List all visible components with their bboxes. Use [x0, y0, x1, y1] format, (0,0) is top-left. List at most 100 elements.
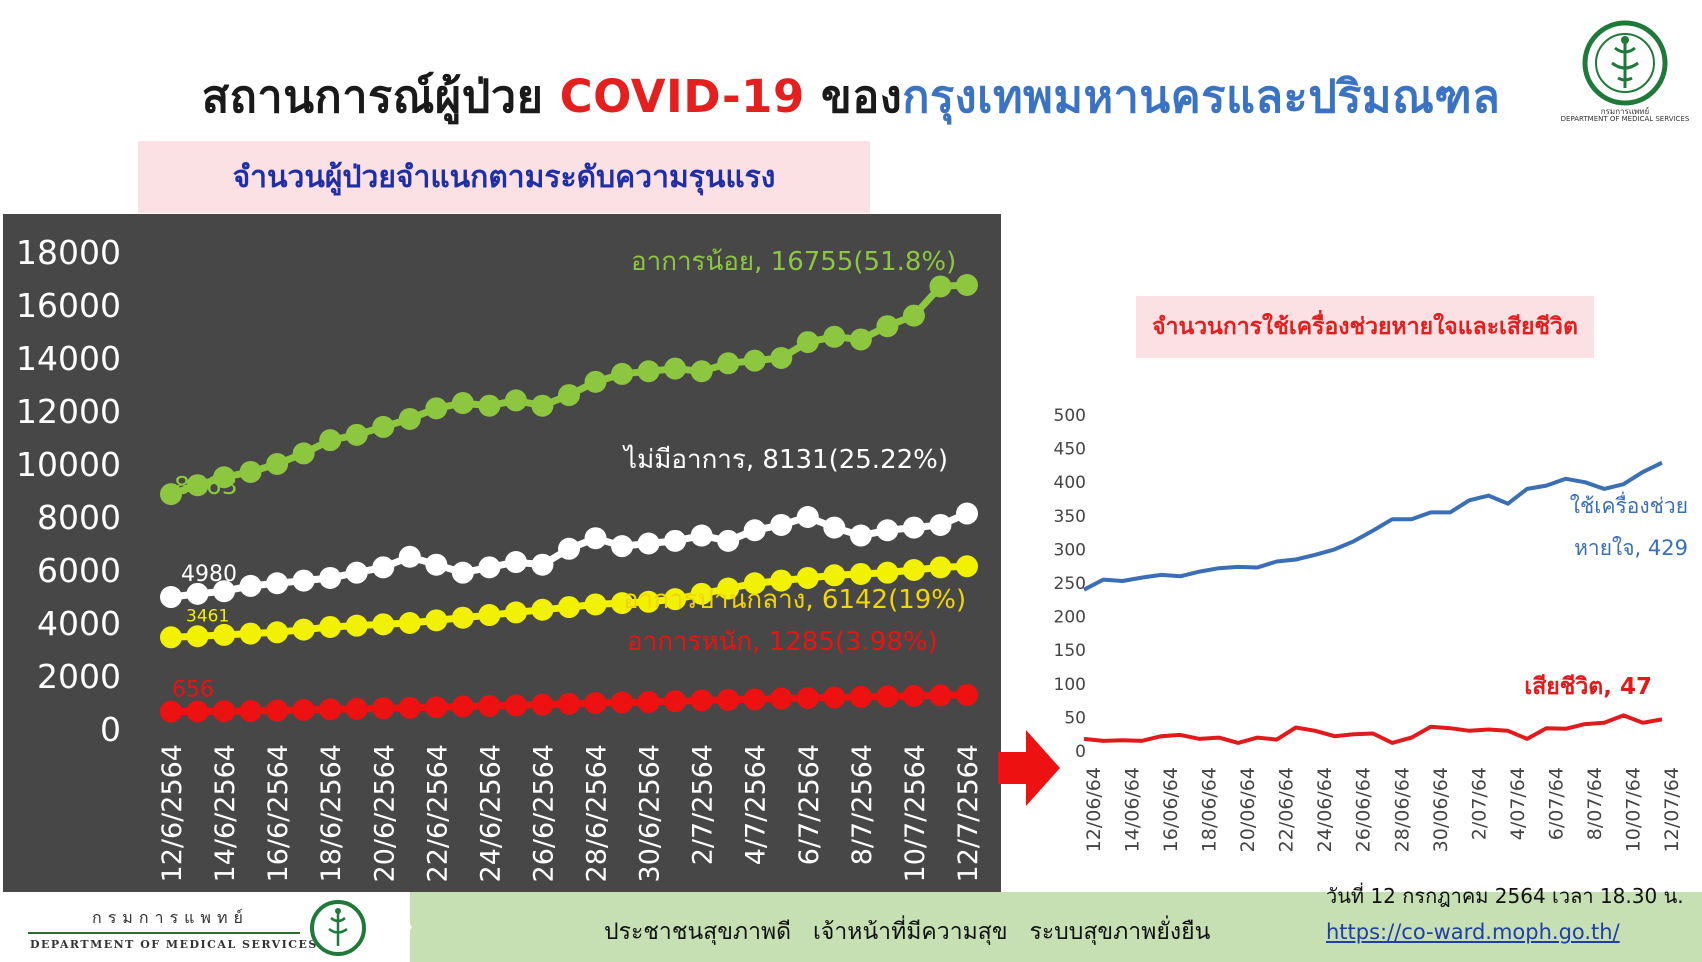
data-point-mild — [372, 415, 395, 438]
data-point-moderate — [929, 556, 952, 579]
footer-bar: กรมการแพทย์ DEPARTMENT OF MEDICAL SERVIC… — [0, 892, 1702, 962]
ministry-seal-icon — [1582, 20, 1668, 106]
data-point-mild — [213, 466, 236, 489]
y-tick-label: 0 — [100, 710, 121, 749]
data-point-severe — [584, 692, 607, 715]
data-point-severe — [664, 690, 687, 713]
data-point-severe — [876, 685, 899, 708]
y-tick-label: 300 — [1054, 540, 1086, 560]
data-point-asymptomatic — [743, 519, 766, 542]
y-tick-label: 150 — [1054, 641, 1086, 661]
data-point-asymptomatic — [478, 556, 501, 579]
data-point-moderate — [239, 622, 262, 645]
data-point-mild — [690, 360, 713, 383]
data-point-moderate — [213, 623, 236, 646]
x-tick-label: 12/06/64 — [1083, 767, 1105, 852]
data-point-asymptomatic — [956, 502, 978, 525]
data-point-severe — [425, 696, 448, 719]
data-point-moderate — [558, 596, 580, 619]
series-label-severe: อาการหนัก, 1285(3.98%) — [627, 627, 938, 657]
data-point-mild — [849, 328, 872, 351]
y-tick-label: 4000 — [37, 604, 121, 643]
data-point-severe — [478, 694, 501, 717]
data-point-mild — [743, 349, 766, 372]
data-point-moderate — [186, 625, 209, 648]
data-point-moderate — [266, 621, 289, 644]
data-point-moderate — [690, 582, 713, 605]
data-point-mild — [929, 275, 952, 298]
data-point-moderate — [902, 559, 925, 581]
x-tick-label: 18/6/2564 — [316, 744, 347, 882]
data-point-moderate — [743, 572, 766, 595]
data-point-moderate — [584, 593, 607, 616]
data-point-moderate — [611, 592, 634, 615]
data-point-moderate — [849, 562, 872, 585]
x-tick-label: 8/7/2564 — [847, 744, 878, 865]
data-point-moderate — [292, 618, 315, 641]
data-point-asymptomatic — [770, 513, 793, 536]
data-point-asymptomatic — [186, 582, 209, 605]
data-point-moderate — [478, 604, 501, 627]
data-point-severe — [398, 696, 421, 719]
data-point-mild — [451, 392, 474, 415]
data-point-asymptomatic — [849, 524, 872, 547]
data-point-severe — [796, 686, 819, 709]
data-point-asymptomatic — [796, 506, 819, 528]
x-tick-label: 30/06/64 — [1430, 767, 1452, 852]
y-tick-label: 50 — [1064, 708, 1086, 728]
footer-department-panel: กรมการแพทย์ DEPARTMENT OF MEDICAL SERVIC… — [0, 892, 410, 962]
series-label-ventilator-line1: ใช้เครื่องช่วย — [1570, 491, 1688, 518]
y-tick-label: 14000 — [16, 339, 121, 378]
x-tick-label: 22/06/64 — [1276, 767, 1298, 852]
series-label-moderate: อาการปานกลาง, 6142(19%) — [623, 585, 966, 615]
data-point-moderate — [664, 588, 687, 611]
data-point-moderate — [770, 569, 793, 592]
data-point-moderate — [425, 609, 448, 632]
arrow-right-icon — [998, 730, 1060, 806]
data-point-moderate — [823, 564, 846, 587]
title-part-3: ของ — [804, 70, 903, 123]
data-point-mild — [239, 460, 262, 483]
data-point-severe — [504, 694, 527, 717]
data-point-asymptomatic — [558, 537, 580, 560]
y-tick-label: 2000 — [37, 657, 121, 696]
data-point-moderate — [504, 601, 527, 624]
data-point-asymptomatic — [902, 516, 925, 539]
y-tick-label: 16000 — [16, 286, 121, 325]
data-point-moderate — [345, 614, 368, 637]
data-point-moderate — [796, 566, 819, 589]
x-tick-label: 22/6/2564 — [422, 744, 453, 882]
data-point-mild — [531, 394, 554, 417]
x-tick-label: 16/6/2564 — [263, 744, 294, 882]
data-point-asymptomatic — [584, 527, 607, 550]
severity-chart-header: จำนวนผู้ป่วยจำแนกตามระดับความรุนแรง — [138, 141, 870, 213]
y-tick-label: 350 — [1054, 507, 1086, 527]
data-point-mild — [558, 384, 580, 407]
data-point-severe — [849, 685, 872, 708]
data-point-moderate — [319, 615, 342, 638]
data-point-severe — [292, 698, 315, 721]
data-point-asymptomatic — [611, 535, 634, 558]
data-point-asymptomatic — [398, 545, 421, 568]
data-point-severe — [743, 688, 766, 711]
ministry-logo-english: DEPARTMENT OF MEDICAL SERVICES — [1560, 115, 1690, 123]
data-point-mild — [956, 273, 978, 296]
data-point-moderate — [956, 555, 978, 578]
data-point-severe — [611, 691, 634, 714]
x-tick-label: 6/07/64 — [1545, 767, 1567, 840]
x-tick-label: 24/06/64 — [1314, 767, 1336, 852]
title-part-1: สถานการณ์ผู้ป่วย — [201, 70, 560, 123]
series-line-ventilator — [1083, 460, 1663, 592]
data-point-asymptomatic — [425, 553, 448, 576]
x-tick-label: 10/07/64 — [1622, 767, 1644, 852]
title-part-region: กรุงเทพมหานครและปริมณฑล — [902, 70, 1501, 123]
co-ward-link[interactable]: https://co-ward.moph.go.th/ — [1326, 920, 1620, 944]
data-point-asymptomatic — [213, 580, 236, 603]
footer-department-thai: กรมการแพทย์ — [92, 908, 249, 927]
x-tick-label: 12/6/2564 — [157, 744, 188, 882]
x-tick-label: 12/7/2564 — [953, 744, 984, 882]
data-point-asymptomatic — [637, 532, 660, 555]
data-point-asymptomatic — [345, 561, 368, 584]
data-point-severe — [345, 697, 368, 720]
data-point-mild — [266, 453, 289, 475]
